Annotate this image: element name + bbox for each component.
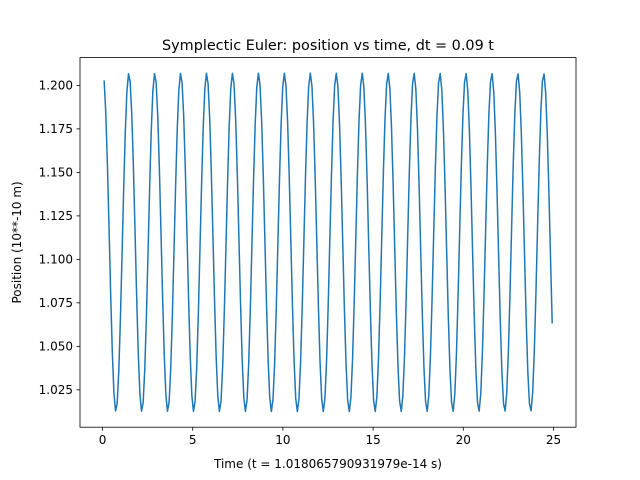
- y-tick-label: 1.075: [39, 296, 73, 310]
- y-tick-label: 1.200: [39, 79, 73, 93]
- chart-title: Symplectic Euler: position vs time, dt =…: [162, 38, 494, 54]
- series-layer: [103, 72, 553, 413]
- y-axis-label: Position (10**-10 m): [10, 181, 24, 303]
- x-tick-label: 25: [546, 433, 561, 447]
- series-line: [103, 72, 553, 413]
- y-tick-label: 1.150: [39, 166, 73, 180]
- y-axis: 1.025 1.050 1.075 1.100 1.125 1.150 1.175 1.200: [39, 79, 80, 397]
- plot-background: [80, 57, 576, 428]
- x-axis-label: Time (t = 1.018065790931979e-14 s): [213, 457, 442, 471]
- y-tick-label: 1.125: [39, 209, 73, 223]
- y-tick-label: 1.175: [39, 122, 73, 136]
- x-tick-label: 5: [189, 433, 197, 447]
- x-tick-label: 10: [275, 433, 290, 447]
- x-tick-label: 15: [365, 433, 380, 447]
- axes-frame: [79, 57, 577, 428]
- y-tick-label: 1.100: [39, 253, 73, 267]
- axes-spines: [79, 57, 577, 428]
- x-tick-label: 20: [456, 433, 471, 447]
- y-tick-label: 1.050: [39, 340, 73, 354]
- plot-area: [80, 57, 576, 428]
- x-axis: 0 5 10 15 20 25: [99, 427, 561, 447]
- x-tick-label: 0: [99, 433, 107, 447]
- y-tick-label: 1.025: [39, 383, 73, 397]
